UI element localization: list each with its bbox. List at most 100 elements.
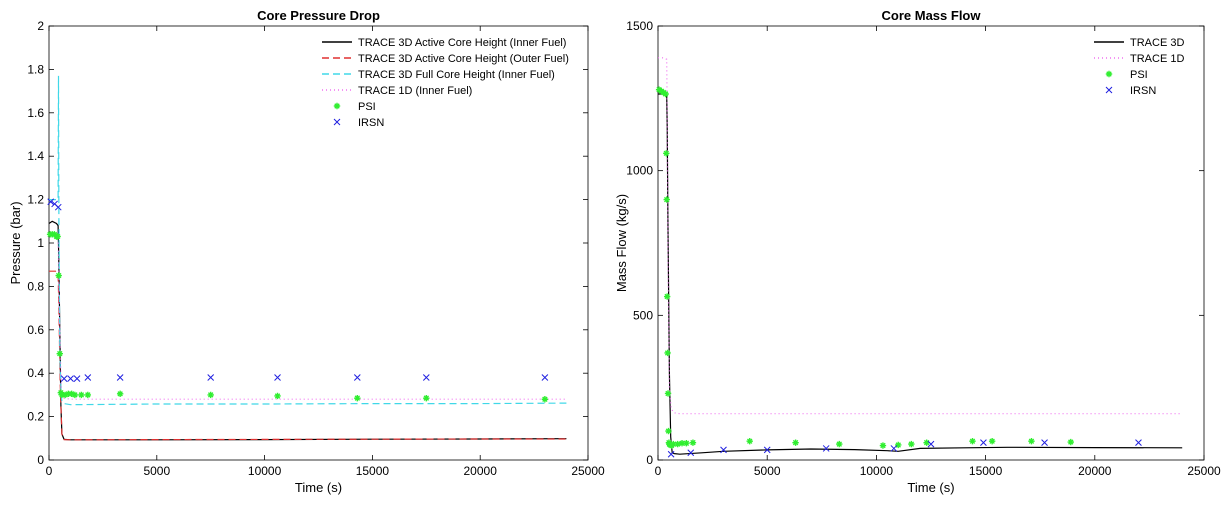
psi-data-point bbox=[792, 439, 799, 446]
y-tick-label: 1 bbox=[37, 236, 44, 250]
x-tick-label: 15000 bbox=[356, 464, 390, 478]
psi-data-point bbox=[54, 233, 61, 240]
irsn-data-point bbox=[541, 374, 549, 381]
legend-marker-psi bbox=[333, 102, 341, 110]
legend-label: TRACE 3D Active Core Height (Inner Fuel) bbox=[358, 37, 566, 49]
psi-data-point bbox=[836, 440, 843, 448]
irsn-data-point bbox=[207, 374, 215, 381]
psi-data-point bbox=[923, 439, 930, 446]
plot-area-frame bbox=[657, 25, 1205, 461]
psi-data-point bbox=[664, 390, 672, 397]
pressure-drop-panel: Core Pressure Drop 0 5000 10000 15000 20000 25… bbox=[8, 8, 605, 495]
psi-data-point bbox=[58, 391, 66, 399]
series-line-2 bbox=[49, 75, 567, 406]
x-tick-label: 0 bbox=[46, 464, 53, 478]
psi-data-point bbox=[969, 437, 976, 445]
irsn-data-point bbox=[47, 198, 55, 206]
psi-data-point bbox=[78, 391, 85, 399]
x-axis-label: Time (s) bbox=[295, 480, 342, 495]
y-tick-label: 0.8 bbox=[27, 279, 44, 293]
legend-marker-irsn bbox=[1105, 86, 1113, 94]
psi-data-point bbox=[57, 389, 65, 396]
series-line-1 bbox=[49, 270, 567, 441]
y-tick-label: 0 bbox=[37, 453, 44, 467]
legend-label: TRACE 1D (Inner Fuel) bbox=[358, 85, 472, 97]
psi-data-point bbox=[61, 391, 69, 399]
psi-data-point bbox=[1067, 438, 1074, 446]
psi-data-point bbox=[988, 437, 996, 445]
legend-label: TRACE 3D Full Core Height (Inner Fuel) bbox=[358, 69, 555, 81]
psi-data-point bbox=[689, 439, 697, 446]
irsn-data-point bbox=[1135, 439, 1142, 446]
psi-data-point bbox=[116, 390, 124, 398]
psi-data-point bbox=[354, 394, 361, 402]
x-tick-label: 10000 bbox=[860, 464, 894, 478]
psi-data-point bbox=[663, 150, 670, 157]
psi-data-point bbox=[895, 441, 902, 449]
x-tick-label: 25000 bbox=[1187, 464, 1221, 478]
legend-label: PSI bbox=[358, 101, 376, 113]
series-line-0 bbox=[658, 93, 1183, 455]
plot-area-frame bbox=[48, 25, 589, 461]
x-tick-label: 5000 bbox=[143, 464, 170, 478]
legend-label: TRACE 3D bbox=[1130, 37, 1184, 49]
y-axis-label: Mass Flow (kg/s) bbox=[614, 194, 629, 292]
x-tick-label: 5000 bbox=[754, 464, 781, 478]
y-tick-label: 2 bbox=[37, 19, 44, 33]
y-tick-label: 1.8 bbox=[27, 62, 44, 76]
psi-data-point bbox=[55, 272, 62, 279]
psi-data-point bbox=[1028, 437, 1035, 445]
psi-data-point bbox=[662, 90, 669, 98]
psi-data-point bbox=[56, 350, 63, 357]
psi-data-point bbox=[670, 440, 677, 448]
legend-marker-irsn bbox=[333, 118, 341, 126]
legend-label: TRACE 1D bbox=[1130, 53, 1184, 65]
psi-data-point bbox=[207, 391, 214, 399]
x-axis-label: Time (s) bbox=[907, 480, 954, 495]
mass-flow-panel: Core Mass Flow 0 5000 10000 15000 20000 25000 0… bbox=[614, 8, 1221, 495]
psi-data-point bbox=[683, 440, 690, 447]
legend-label: IRSN bbox=[1130, 85, 1156, 97]
y-tick-label: 1000 bbox=[626, 164, 653, 178]
irsn-data-point bbox=[67, 375, 74, 382]
y-tick-label: 0 bbox=[646, 453, 653, 467]
irsn-data-point bbox=[1041, 439, 1048, 446]
psi-data-point bbox=[84, 391, 92, 399]
psi-data-point bbox=[746, 437, 753, 445]
psi-data-point bbox=[665, 427, 672, 435]
psi-data-point bbox=[908, 440, 915, 448]
irsn-data-point bbox=[822, 445, 830, 452]
legend-marker-psi bbox=[1105, 70, 1113, 78]
x-tick-label: 15000 bbox=[969, 464, 1003, 478]
irsn-data-point bbox=[667, 450, 675, 458]
irsn-data-point bbox=[890, 445, 898, 452]
psi-data-point bbox=[423, 394, 430, 402]
psi-data-point bbox=[68, 390, 75, 398]
legend-label: PSI bbox=[1130, 69, 1148, 81]
y-tick-label: 1500 bbox=[626, 19, 653, 33]
psi-data-point bbox=[674, 440, 681, 448]
psi-data-point bbox=[274, 392, 281, 400]
irsn-data-point bbox=[73, 375, 81, 382]
x-tick-label: 0 bbox=[655, 464, 662, 478]
y-tick-label: 0.2 bbox=[27, 410, 44, 424]
psi-data-point bbox=[541, 396, 549, 403]
psi-data-point bbox=[65, 390, 72, 398]
irsn-data-point bbox=[763, 446, 771, 454]
chart-title: Core Mass Flow bbox=[882, 8, 982, 23]
chart-title: Core Pressure Drop bbox=[257, 8, 380, 23]
y-tick-label: 1.2 bbox=[27, 193, 44, 207]
psi-data-point bbox=[678, 440, 686, 447]
x-tick-label: 10000 bbox=[248, 464, 282, 478]
irsn-data-point bbox=[84, 374, 92, 381]
y-tick-label: 0.4 bbox=[27, 366, 44, 380]
psi-data-point bbox=[71, 391, 79, 399]
legend-label: IRSN bbox=[358, 117, 384, 129]
x-tick-label: 20000 bbox=[464, 464, 498, 478]
psi-data-point bbox=[664, 349, 671, 357]
irsn-data-point bbox=[720, 446, 727, 454]
irsn-data-point bbox=[687, 449, 695, 457]
irsn-data-point bbox=[116, 374, 124, 381]
y-tick-label: 1.6 bbox=[27, 106, 44, 120]
